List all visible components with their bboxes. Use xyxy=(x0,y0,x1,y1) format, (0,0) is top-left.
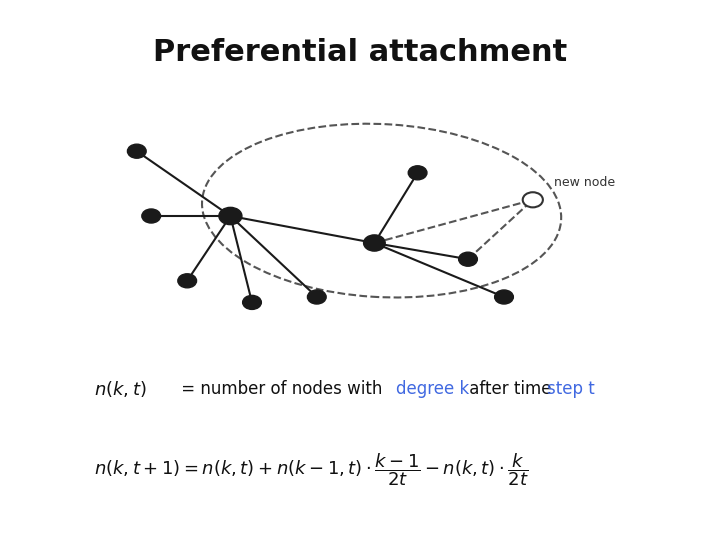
Text: $n(k,t+1) = n(k,t) + n(k-1,t)\cdot\dfrac{k-1}{2t} - n(k,t)\cdot\dfrac{k}{2t}$: $n(k,t+1) = n(k,t) + n(k-1,t)\cdot\dfrac… xyxy=(94,451,528,488)
Circle shape xyxy=(307,290,326,304)
Circle shape xyxy=(243,295,261,309)
Text: new node: new node xyxy=(554,176,616,189)
Text: after time: after time xyxy=(464,380,557,398)
Text: = number of nodes with: = number of nodes with xyxy=(176,380,388,398)
Text: step t: step t xyxy=(547,380,595,398)
Circle shape xyxy=(364,235,385,251)
Circle shape xyxy=(178,274,197,288)
Text: $n(k,t)$: $n(k,t)$ xyxy=(94,379,146,399)
Circle shape xyxy=(459,252,477,266)
Circle shape xyxy=(408,166,427,180)
Text: degree k: degree k xyxy=(396,380,469,398)
Circle shape xyxy=(523,192,543,207)
Circle shape xyxy=(127,144,146,158)
Circle shape xyxy=(142,209,161,223)
Circle shape xyxy=(495,290,513,304)
Circle shape xyxy=(219,207,242,225)
Text: Preferential attachment: Preferential attachment xyxy=(153,38,567,67)
